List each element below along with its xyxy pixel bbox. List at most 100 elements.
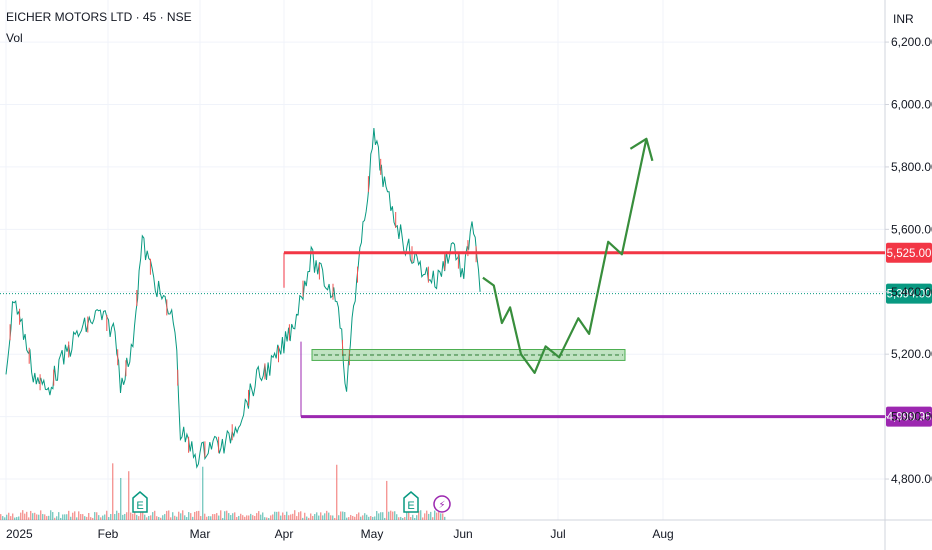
volume-bar [28, 517, 30, 520]
y-tick-label: 4,800.00 [891, 472, 932, 486]
volume-bar [238, 515, 240, 520]
earnings-event-icon[interactable] [403, 491, 419, 513]
volume-bar [128, 471, 130, 520]
volume-bar [324, 513, 326, 520]
price-label-badge [886, 283, 932, 304]
price-label-text: 4,999.95 [887, 412, 932, 424]
volume-bar [114, 514, 116, 520]
volume-bar [248, 515, 250, 520]
volume-bar [418, 511, 420, 520]
volume-bar [112, 463, 114, 520]
volume-bar [160, 517, 162, 520]
volume-bar [8, 512, 10, 520]
volume-bar [32, 513, 34, 520]
volume-bar [164, 514, 166, 520]
volume-bar [376, 511, 378, 520]
volume-bar [380, 512, 382, 520]
volume-bar [428, 513, 430, 520]
volume-bar [262, 512, 264, 520]
volume-bar [360, 516, 362, 520]
volume-bar [182, 510, 184, 520]
symbol-title[interactable]: EICHER MOTORS LTD · 45 · NSE [6, 10, 192, 24]
earnings-event-icon[interactable] [132, 491, 148, 513]
volume-bar [412, 514, 414, 520]
volume-bar [404, 517, 406, 520]
volume-bar [64, 514, 66, 520]
volume-bar [74, 511, 76, 520]
volume-bar [186, 517, 188, 520]
volume-bar [328, 512, 330, 520]
dividend-event-label: ⚡ [438, 500, 445, 511]
earnings-event-label: E [407, 500, 414, 512]
volume-bar [58, 512, 60, 520]
volume-bar [210, 516, 212, 520]
volume-bar [208, 516, 210, 520]
volume-indicator-label[interactable]: Vol [6, 31, 23, 45]
volume-bar [108, 517, 110, 520]
volume-bar [148, 515, 150, 520]
volume-bar [244, 516, 246, 520]
volume-bar [292, 513, 294, 520]
volume-bar [84, 516, 86, 520]
volume-bar [48, 515, 50, 520]
volume-bar [170, 517, 172, 520]
volume-bar [100, 517, 102, 520]
price-label-text: 5,394.00 [887, 289, 932, 301]
volume-bar [338, 515, 340, 520]
volume-bar [362, 515, 364, 520]
volume-bar [420, 510, 422, 520]
y-tick-label: 5,200.00 [891, 347, 932, 361]
volume-bar [142, 511, 144, 520]
dividend-event-icon[interactable] [433, 495, 451, 513]
x-tick-label: May [361, 527, 384, 541]
volume-bar [188, 512, 190, 520]
volume-bar [26, 511, 28, 520]
price-series-wicks [9, 158, 477, 458]
volume-bar [144, 514, 146, 520]
volume-bar [304, 512, 306, 520]
volume-bar [46, 516, 48, 520]
volume-bar [318, 515, 320, 520]
volume-bar [154, 510, 156, 520]
volume-bar [340, 511, 342, 520]
volume-bar [266, 517, 268, 520]
volume-bar [218, 515, 220, 520]
volume-bar [264, 517, 266, 520]
volume-bar [308, 517, 310, 520]
volume-bar [130, 512, 132, 520]
volume-bar [250, 513, 252, 520]
volume-bar [222, 517, 224, 520]
y-tick-label: 5,600.00 [891, 222, 932, 236]
projection-path[interactable] [482, 138, 648, 374]
volume-bar [6, 514, 8, 520]
volume-bar [68, 510, 70, 520]
volume-bar [212, 514, 214, 520]
x-tick-label: Aug [652, 527, 673, 541]
volume-bar [86, 516, 88, 520]
volume-bar [152, 512, 154, 520]
volume-bar [118, 512, 120, 520]
x-tick-label: Jul [550, 527, 565, 541]
volume-bar [134, 510, 136, 520]
volume-bar [198, 510, 200, 520]
y-tick-label: 6,200.00 [891, 35, 932, 49]
volume-bar [416, 515, 418, 520]
volume-bar [278, 511, 280, 520]
volume-bar [280, 515, 282, 520]
volume-bar [156, 516, 158, 520]
volume-bar [16, 517, 18, 520]
volume-bar [120, 477, 122, 520]
volume-bar [320, 512, 322, 520]
volume-bar [158, 516, 160, 520]
volume-bar [258, 511, 260, 520]
volume-bar [366, 514, 368, 520]
volume-bar [230, 515, 232, 520]
currency-label[interactable]: INR [893, 12, 914, 26]
volume-bar [256, 513, 258, 520]
volume-bar [66, 514, 68, 520]
y-tick-label: 5,400.00 [891, 285, 932, 299]
y-tick-label: 5,000.00 [891, 410, 932, 424]
y-tick-label: 5,800.00 [891, 160, 932, 174]
